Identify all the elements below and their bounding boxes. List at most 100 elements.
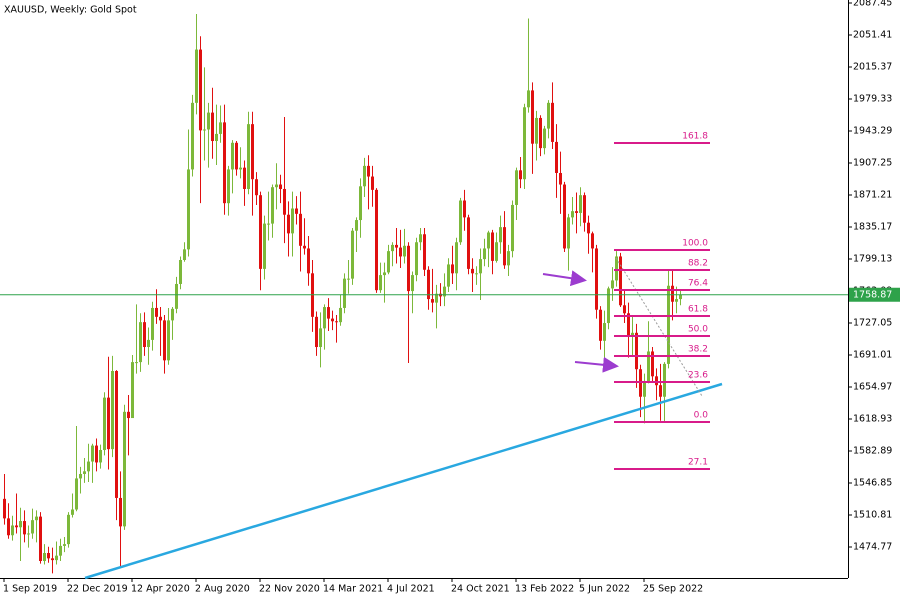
candle-body [219, 122, 222, 134]
candle-body [623, 305, 626, 314]
candle-body [655, 376, 658, 386]
candle-body [167, 320, 170, 361]
candle-body [611, 280, 614, 289]
y-tick-label: 1691.01 [853, 349, 892, 360]
candle-body [607, 288, 610, 324]
candle-body [27, 533, 30, 535]
candle-body [295, 208, 298, 214]
candle-body [523, 107, 526, 180]
candle-body [39, 516, 42, 561]
candle-body [615, 256, 618, 281]
fib-label: 38.2 [688, 344, 708, 354]
candle-body [19, 521, 22, 528]
candle-body [51, 558, 54, 561]
candle-body [455, 242, 458, 274]
candle-body [155, 307, 158, 317]
candle-body [567, 217, 570, 249]
candle-body [659, 385, 662, 397]
candle-body [103, 397, 106, 451]
candle-body [83, 471, 86, 474]
candle-body [407, 245, 410, 292]
x-tick-label: 1 Sep 2019 [3, 584, 57, 595]
candle-body [499, 227, 502, 243]
candle-body [323, 307, 326, 329]
candle-body [263, 223, 266, 269]
arrow [574, 356, 619, 373]
candle-body [599, 309, 602, 341]
fib-label: 0.0 [694, 411, 709, 421]
y-tick-label: 1799.13 [853, 253, 892, 264]
candle-body [491, 232, 494, 261]
candle-body [359, 186, 362, 221]
candle-body [379, 275, 382, 291]
candle-body [251, 124, 254, 180]
candle-body [483, 248, 486, 260]
candle-body [387, 251, 390, 273]
candle-body [507, 251, 510, 266]
candle-body [343, 278, 346, 308]
candle-body [183, 249, 186, 261]
candle-body [403, 245, 406, 257]
candle-body [335, 321, 338, 323]
candle-body [371, 176, 374, 190]
candle-body [127, 411, 130, 419]
x-tick-label: 4 Jul 2021 [387, 584, 435, 595]
candle-body [215, 133, 218, 142]
candle-body [423, 234, 426, 270]
y-tick-label: 1907.25 [853, 157, 892, 168]
candle-body [7, 518, 10, 536]
candle-body [211, 112, 214, 142]
candle-body [15, 525, 18, 528]
candle-body [299, 213, 302, 246]
candle-body [319, 328, 322, 348]
candle-body [503, 227, 506, 266]
x-tick-label: 13 Feb 2022 [515, 584, 574, 595]
price-label: 1758.87 [853, 290, 892, 301]
candle-body [395, 244, 398, 248]
candle-body [91, 445, 94, 462]
fib-label: 100.0 [682, 239, 708, 249]
x-tick-label: 2 Aug 2020 [195, 584, 250, 595]
candle-body [35, 516, 38, 521]
candle-body [327, 307, 330, 319]
candle-body [571, 211, 574, 218]
candle-body [171, 308, 174, 321]
fib-label: 27.1 [688, 458, 708, 468]
candle-body [355, 220, 358, 231]
x-tick-label: 5 Jun 2022 [579, 584, 630, 595]
candle-body [563, 184, 566, 249]
candle-body [559, 172, 562, 185]
candle-body [151, 307, 154, 340]
candle-body [331, 318, 334, 322]
candle-body [527, 90, 530, 108]
candle-body [583, 195, 586, 223]
fib-label: 50.0 [688, 325, 708, 335]
fib-label: 76.4 [688, 279, 708, 289]
y-tick-label: 2051.41 [853, 30, 892, 41]
y-tick-label: 1979.33 [853, 93, 892, 104]
candle-body [663, 363, 666, 397]
candle-body [223, 122, 226, 204]
candle-body [347, 278, 350, 280]
candle-body [671, 285, 674, 302]
candle-body [651, 351, 654, 377]
candle-body [411, 275, 414, 292]
candle-body [431, 299, 434, 303]
candle-body [55, 555, 58, 561]
candle-body [667, 285, 670, 364]
candle-body [467, 217, 470, 269]
candle-body [111, 370, 114, 450]
candle-body [399, 247, 402, 257]
candle-body [447, 264, 450, 287]
candle-body [631, 332, 634, 337]
candle-body [243, 167, 246, 189]
candle-body [71, 509, 74, 515]
candle-body [47, 553, 50, 559]
candle-body [247, 124, 250, 189]
arrow [542, 270, 587, 287]
candle-body [495, 242, 498, 261]
candle-body [531, 90, 534, 144]
candle-body [603, 323, 606, 341]
y-tick-label: 1582.89 [853, 445, 892, 456]
